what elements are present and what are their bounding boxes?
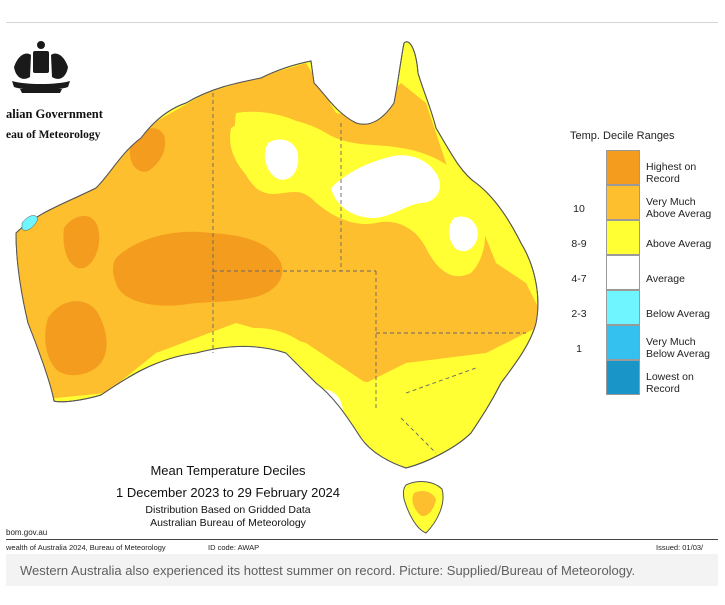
- legend-label: Above Averag: [646, 238, 712, 250]
- legend-code: 8-9: [571, 238, 587, 250]
- highest-on-record-central: [113, 231, 283, 306]
- footer-divider: [6, 539, 718, 540]
- legend-code: 1: [576, 343, 582, 355]
- legend-label: Highest on Record: [646, 161, 697, 185]
- australia-temperature-map: [15, 41, 539, 534]
- very-much-above-average-southeast: [446, 450, 481, 467]
- tasmania-very-much-above-average: [412, 491, 436, 517]
- footer-url: bom.gov.au: [6, 528, 48, 537]
- legend-label: Average: [646, 273, 685, 285]
- legend-code: 2-3: [571, 308, 587, 320]
- legend-swatch-highest: [606, 150, 640, 185]
- footer-copyright: wealth of Australia 2024, Bureau of Mete…: [6, 543, 166, 552]
- legend-code: 10: [573, 203, 585, 215]
- map-title: Mean Temperature Deciles: [150, 463, 306, 478]
- legend-swatch-above: [606, 220, 640, 255]
- footer-issued: Issued: 01/03/: [656, 543, 704, 552]
- legend-label: Below Averag: [646, 308, 711, 320]
- legend-swatch-below: [606, 290, 640, 325]
- caption-bar: Western Australia also experienced its h…: [6, 554, 718, 586]
- legend-code: 4-7: [571, 273, 587, 285]
- map-source: Australian Bureau of Meteorology: [150, 517, 306, 529]
- below-average-patch: [21, 215, 39, 231]
- average-region-northwest: [264, 139, 299, 180]
- legend-label: Lowest on Record: [646, 371, 694, 395]
- map-figure: alian Government eau of Meteorology Temp…: [6, 22, 718, 554]
- footer-id-code: ID code: AWAP: [208, 543, 260, 552]
- legend-swatch-very-much-above: [606, 185, 640, 220]
- coat-of-arms-icon: [12, 41, 70, 93]
- legend-label: Very Much Below Averag: [646, 336, 711, 360]
- legend-swatch-lowest: [606, 360, 640, 395]
- state-borders: [212, 93, 526, 454]
- legend-title: Temp. Decile Ranges: [570, 130, 675, 142]
- highest-on-record-southwest: [45, 301, 107, 376]
- above-average-south-region: [156, 328, 483, 463]
- image-caption: Western Australia also experienced its h…: [20, 563, 636, 578]
- average-region-south: [181, 364, 298, 422]
- bureau-name: eau of Meteorology: [6, 129, 101, 141]
- coastline: [15, 41, 539, 469]
- highest-on-record-west: [63, 215, 100, 269]
- average-region-east: [448, 216, 478, 252]
- legend-swatch-very-much-below: [606, 325, 640, 360]
- map-distribution-note: Distribution Based on Gridded Data: [145, 504, 311, 516]
- map-period: 1 December 2023 to 29 February 2024: [115, 485, 341, 500]
- average-region-northeast: [331, 155, 441, 219]
- legend-label: Very Much Above Averag: [646, 196, 712, 220]
- legend-swatch-average: [606, 255, 640, 290]
- government-name: alian Government: [6, 107, 103, 121]
